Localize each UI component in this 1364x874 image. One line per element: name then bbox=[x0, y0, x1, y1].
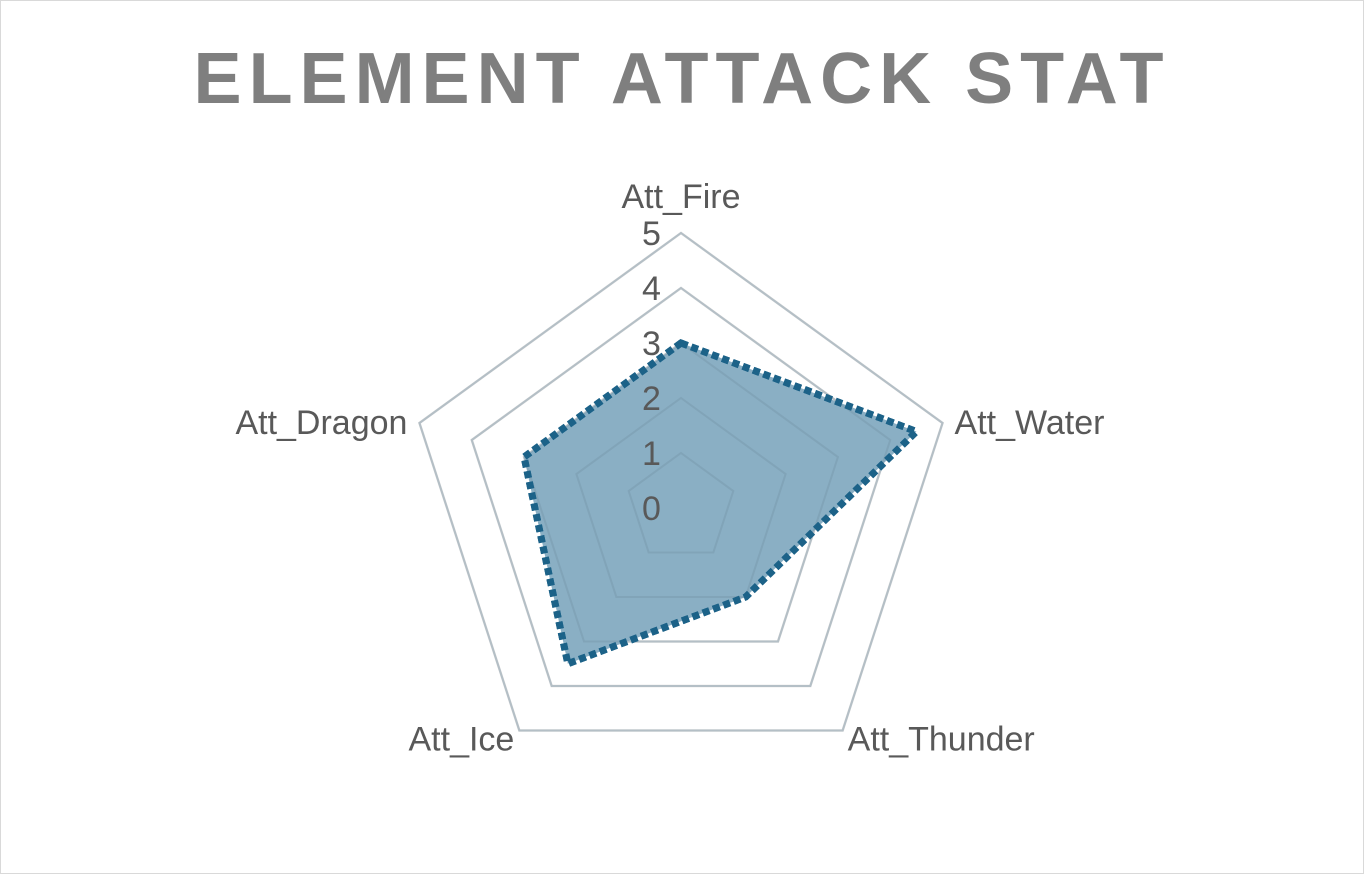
tick-label: 1 bbox=[642, 435, 661, 473]
tick-label: 0 bbox=[642, 490, 661, 528]
category-label: Att_Fire bbox=[621, 178, 740, 216]
series-layer bbox=[418, 231, 944, 732]
category-labels: Att_Fire Att_Water Att_Thunder Att_Ice Att_D… bbox=[235, 178, 1104, 758]
tick-labels: 0 1 2 3 4 5 bbox=[642, 215, 661, 528]
series-outline-0 bbox=[520, 339, 923, 669]
tick-label: 4 bbox=[642, 270, 661, 308]
grid-ring-overlay-4 bbox=[470, 286, 892, 687]
category-label: Att_Water bbox=[955, 404, 1105, 442]
grid-ring-5 bbox=[417, 231, 945, 732]
grid-ring-overlay-3 bbox=[522, 341, 840, 643]
chart-title: ELEMENT ATTACK STAT bbox=[193, 39, 1171, 119]
series-area-0 bbox=[520, 339, 920, 668]
grid-ring-overlay-2 bbox=[575, 396, 787, 598]
tick-label: 3 bbox=[642, 325, 661, 363]
tick-label: 2 bbox=[642, 380, 661, 418]
grid-ring-overlay-1 bbox=[627, 451, 735, 554]
tick-label: 5 bbox=[642, 215, 661, 253]
grid-ring-overlay-5 bbox=[418, 231, 944, 732]
category-label: Att_Dragon bbox=[235, 404, 407, 442]
category-label: Att_Ice bbox=[409, 720, 515, 758]
category-label: Att_Thunder bbox=[848, 720, 1035, 758]
